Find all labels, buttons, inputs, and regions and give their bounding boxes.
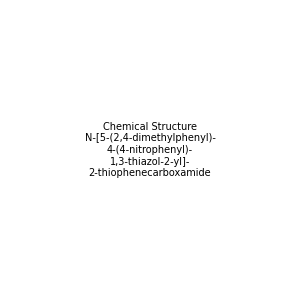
Text: Chemical Structure
N-[5-(2,4-dimethylphenyl)-
4-(4-nitrophenyl)-
1,3-thiazol-2-y: Chemical Structure N-[5-(2,4-dimethylphe… xyxy=(85,122,215,178)
